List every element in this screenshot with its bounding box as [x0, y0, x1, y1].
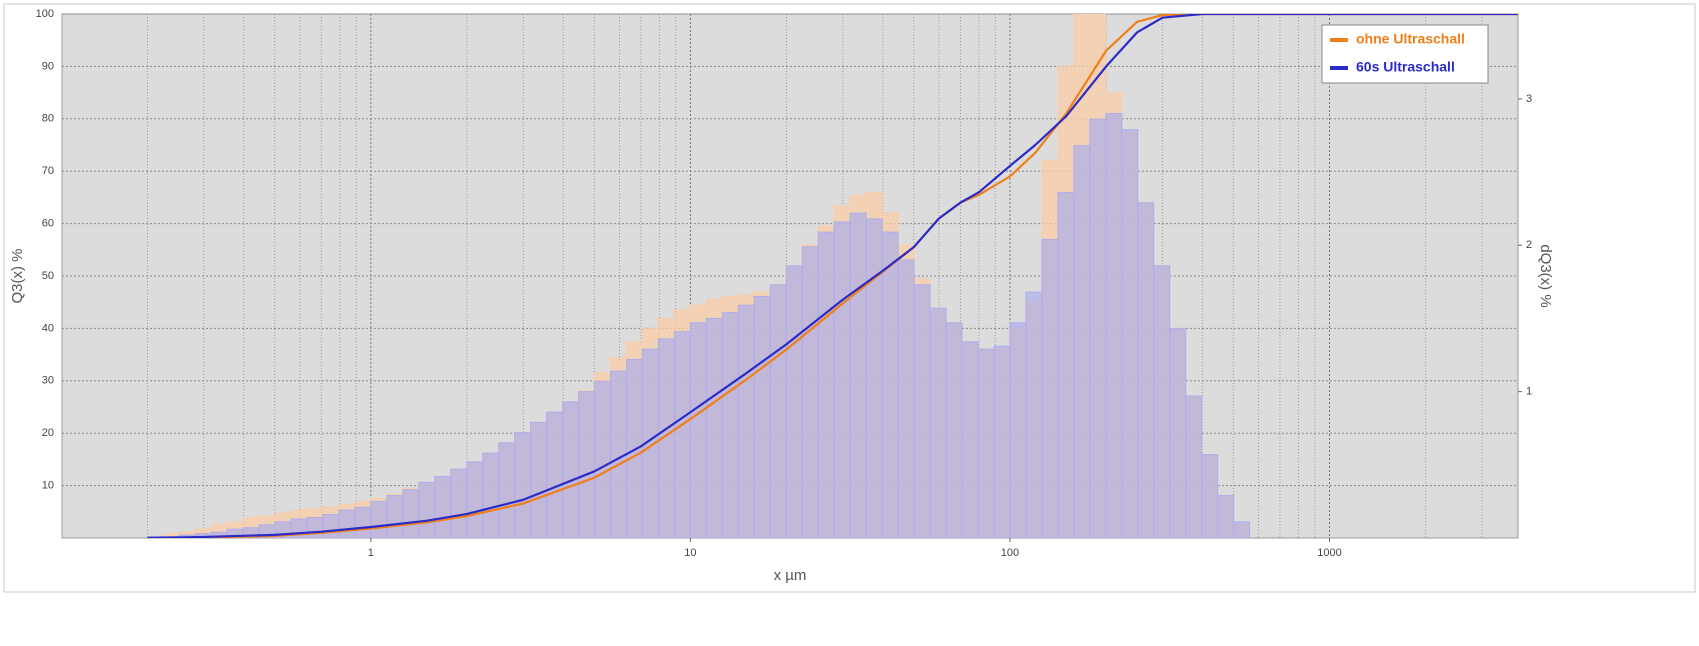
histogram-bar — [562, 401, 580, 538]
histogram-bar — [865, 218, 883, 538]
histogram-bar — [993, 345, 1011, 538]
histogram-bar — [498, 442, 516, 538]
histogram-bar — [1137, 202, 1155, 538]
histogram-bar — [370, 500, 388, 538]
legend-label: ohne Ultraschall — [1356, 31, 1465, 47]
histogram-bar — [1121, 129, 1139, 538]
y-tick-label: 30 — [42, 375, 54, 387]
histogram-bar — [1233, 521, 1251, 538]
histogram-bar — [705, 317, 723, 538]
x-tick-label: 1 — [368, 547, 374, 559]
histogram-bar — [338, 509, 356, 538]
y2-axis-title: dQ3(x) % — [1537, 244, 1554, 307]
histogram-bar — [673, 331, 691, 538]
histogram-bar — [594, 380, 612, 538]
x-tick-label: 10 — [684, 547, 696, 559]
histogram-bar — [434, 476, 452, 538]
histogram-bar — [386, 495, 404, 538]
histogram-bar — [530, 421, 548, 538]
histogram-bar — [514, 432, 532, 538]
cumulative-line — [147, 14, 1518, 538]
grid — [62, 13, 1518, 538]
histogram-bar — [306, 517, 324, 538]
histogram-bar — [1169, 328, 1187, 538]
histogram-bar — [418, 481, 436, 538]
histogram-bar — [1089, 118, 1107, 538]
histogram-bar — [1105, 113, 1123, 538]
y2-tick-label: 3 — [1526, 93, 1532, 105]
histogram-bar — [753, 295, 771, 538]
histogram-bar — [402, 489, 420, 538]
histogram-bar — [721, 312, 739, 538]
histogram — [146, 14, 1251, 538]
legend-label: 60s Ultraschall — [1356, 59, 1455, 75]
histogram-bar — [897, 259, 915, 538]
histogram-bar — [689, 322, 707, 538]
y-tick-label: 80 — [42, 113, 54, 125]
histogram-bar — [466, 461, 484, 538]
y-tick-label: 20 — [42, 427, 54, 439]
y2-tick-label: 1 — [1526, 386, 1532, 398]
histogram-bar — [769, 284, 787, 538]
histogram-bar — [1073, 145, 1091, 538]
histogram-bar — [881, 231, 899, 538]
histogram-bar — [929, 307, 947, 538]
histogram-bar — [1009, 322, 1027, 538]
histogram-bar — [1025, 291, 1043, 538]
legend: ohne Ultraschall 60s Ultraschall — [1330, 31, 1465, 75]
histogram-bar — [945, 322, 963, 538]
histogram-bar — [322, 514, 340, 538]
histogram-bar — [849, 212, 867, 538]
curves — [147, 14, 1518, 538]
histogram-bar — [961, 341, 979, 538]
y-tick-label: 50 — [42, 270, 54, 282]
histogram-bar — [578, 391, 596, 538]
y-axis-title: Q3(x) % — [9, 248, 26, 303]
histogram-bar — [977, 348, 995, 538]
y-tick-label: 100 — [36, 8, 54, 20]
legend-box — [1321, 24, 1489, 84]
histogram-bar — [354, 506, 372, 538]
histogram-bar — [785, 265, 803, 538]
y-tick-label: 70 — [42, 165, 54, 177]
histogram-bar — [1201, 454, 1219, 538]
histogram-bar — [737, 304, 755, 538]
x-tick-label: 100 — [1001, 547, 1019, 559]
y-tick-label: 40 — [42, 322, 54, 334]
cumulative-line — [147, 14, 1518, 538]
histogram-bar — [1057, 192, 1075, 538]
y-tick-label: 10 — [42, 480, 54, 492]
histogram-bar — [546, 411, 564, 538]
histogram-bar — [1153, 265, 1171, 538]
histogram-bar — [801, 246, 819, 538]
y-tick-label: 90 — [42, 60, 54, 72]
histogram-bar — [1041, 238, 1059, 538]
y2-tick-label: 2 — [1526, 239, 1532, 251]
x-axis-title: x µm — [774, 567, 807, 584]
axes: 1 10 100 1000 10 20 30 40 50 60 70 80 90 100 1 2 3 — [36, 8, 1532, 559]
histogram-bar — [913, 284, 931, 538]
histogram-bar — [482, 452, 500, 538]
y-tick-label: 60 — [42, 218, 54, 230]
histogram-bar — [1185, 395, 1203, 538]
histogram-bar — [1217, 495, 1235, 538]
histogram-bar — [817, 231, 835, 538]
x-tick-label: 1000 — [1317, 547, 1341, 559]
histogram-bar — [450, 468, 468, 538]
histogram-bar — [833, 221, 851, 538]
